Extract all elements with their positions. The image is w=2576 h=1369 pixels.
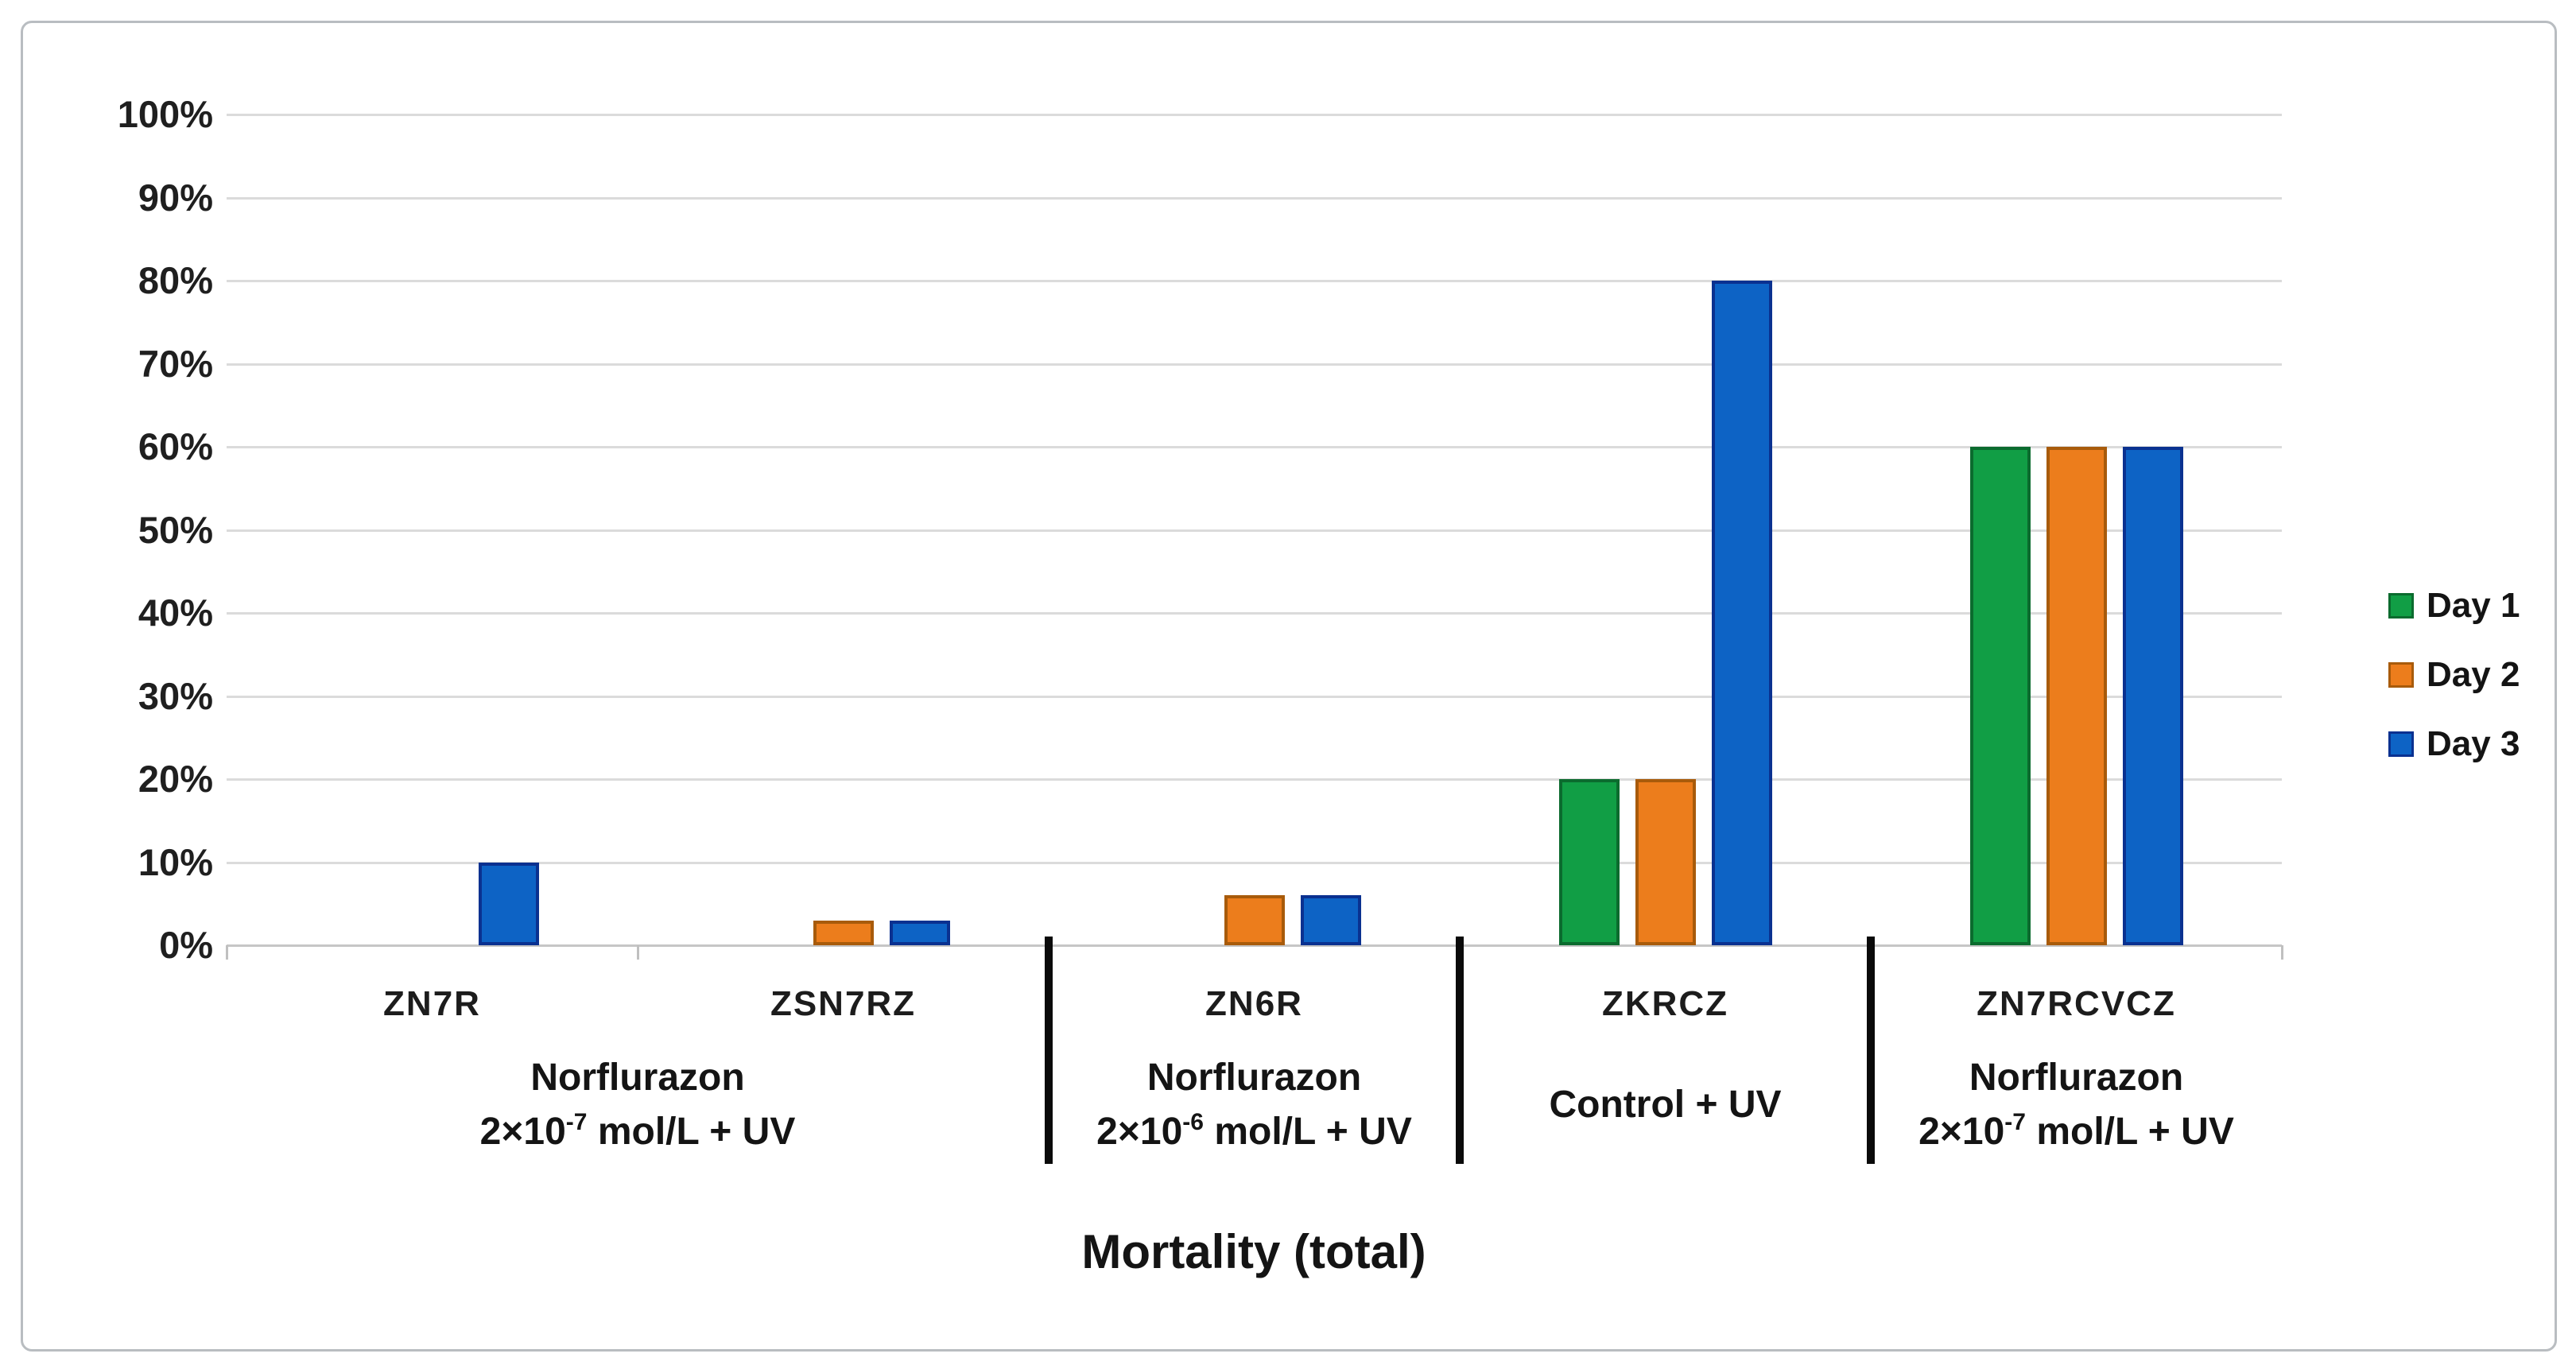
x-axis-boundary-tick [225, 945, 228, 960]
y-tick-label-30: 30% [138, 674, 213, 717]
y-tick-label-50: 50% [138, 508, 213, 551]
concentration-unit: mol/L + UV [1203, 1111, 1412, 1153]
category-label-ZSN7RZ: ZSN7RZ [770, 984, 917, 1023]
bar-ZN7RCVCZ-day2 [2046, 447, 2107, 945]
legend-entry-day2: Day 2 [2388, 657, 2520, 692]
gridline-90 [227, 196, 2282, 200]
section-label-line1: Norflurazon [530, 1057, 745, 1099]
plot-area [227, 114, 2282, 947]
x-axis-boundary-tick [636, 945, 639, 960]
section-label-line1: Norflurazon [1146, 1057, 1362, 1099]
section-label-line2: 2×10-7 mol/L + UV [480, 1105, 796, 1164]
y-tick-label-100: 100% [117, 93, 213, 135]
y-tick-label-60: 60% [138, 425, 213, 467]
concentration-exponent: -7 [565, 1109, 588, 1135]
legend-entry-day1: Day 1 [2388, 588, 2520, 623]
section-label-line2: 2×10-7 mol/L + UV [1918, 1105, 2234, 1164]
section-label-line1: Control + UV [1549, 1084, 1782, 1126]
y-tick-label-40: 40% [138, 591, 213, 634]
legend-swatch-day1 [2388, 593, 2414, 619]
concentration-base: 2×10 [479, 1111, 566, 1153]
bar-ZKRCZ-day1 [1558, 779, 1620, 945]
gridline-10 [227, 861, 2282, 864]
gridline-20 [227, 778, 2282, 781]
legend-label: Day 1 [2427, 586, 2520, 625]
category-label-ZN6R: ZN6R [1205, 984, 1303, 1023]
y-tick-label-20: 20% [138, 758, 213, 800]
bar-ZN6R-day2 [1224, 895, 1285, 945]
concentration-base: 2×10 [1096, 1111, 1183, 1153]
section-label-3: Control + UV [1549, 1078, 1781, 1132]
concentration-base: 2×10 [1918, 1111, 2005, 1153]
gridline-40 [227, 612, 2282, 615]
y-tick-label-0: 0% [159, 924, 213, 966]
bar-ZN7RCVCZ-day1 [1969, 447, 2031, 945]
bar-ZN6R-day3 [1300, 895, 1361, 945]
legend-entry-day3: Day 3 [2388, 727, 2520, 762]
legend-swatch-day2 [2388, 662, 2414, 688]
y-tick-label-70: 70% [138, 342, 213, 385]
y-tick-label-90: 90% [138, 176, 213, 219]
bar-ZN7RCVCZ-day3 [2122, 447, 2183, 945]
legend-swatch-day3 [2388, 731, 2414, 757]
legend-label: Day 3 [2427, 724, 2520, 763]
gridline-0 [227, 944, 2282, 947]
category-label-ZKRCZ: ZKRCZ [1601, 984, 1729, 1023]
bar-ZSN7RZ-day2 [813, 920, 874, 945]
section-label-line2: 2×10-6 mol/L + UV [1096, 1105, 1412, 1164]
y-tick-label-10: 10% [138, 840, 213, 883]
y-tick-label-80: 80% [138, 259, 213, 301]
section-label-1: Norflurazon 2×10-7 mol/L + UV [480, 1051, 796, 1164]
gridline-80 [227, 280, 2282, 282]
concentration-unit: mol/L + UV [2025, 1111, 2234, 1153]
section-divider-2 [1456, 937, 1464, 1164]
section-label-line1: Norflurazon [1969, 1057, 2184, 1099]
category-label-ZN7R: ZN7R [383, 984, 481, 1023]
chart-title: Mortality (total) [1081, 1225, 1426, 1278]
gridline-60 [227, 446, 2282, 448]
bar-ZN7R-day3 [478, 862, 539, 945]
bar-ZKRCZ-day2 [1635, 779, 1696, 945]
concentration-unit: mol/L + UV [587, 1111, 796, 1153]
category-label-ZN7RCVCZ: ZN7RCVCZ [1977, 984, 2176, 1023]
section-label-4: Norflurazon 2×10-7 mol/L + UV [1918, 1051, 2234, 1164]
x-axis-boundary-tick [2280, 945, 2283, 960]
gridline-50 [227, 529, 2282, 532]
gridline-100 [227, 114, 2282, 116]
bar-ZSN7RZ-day3 [889, 920, 950, 945]
gridline-70 [227, 363, 2282, 366]
legend-label: Day 2 [2427, 655, 2520, 694]
concentration-exponent: -7 [2004, 1109, 2026, 1135]
gridline-30 [227, 695, 2282, 698]
section-divider-3 [1867, 937, 1875, 1164]
concentration-exponent: -6 [1182, 1109, 1204, 1135]
bar-ZKRCZ-day3 [1711, 281, 1772, 945]
section-divider-1 [1045, 937, 1053, 1164]
section-label-2: Norflurazon 2×10-6 mol/L + UV [1096, 1051, 1412, 1164]
